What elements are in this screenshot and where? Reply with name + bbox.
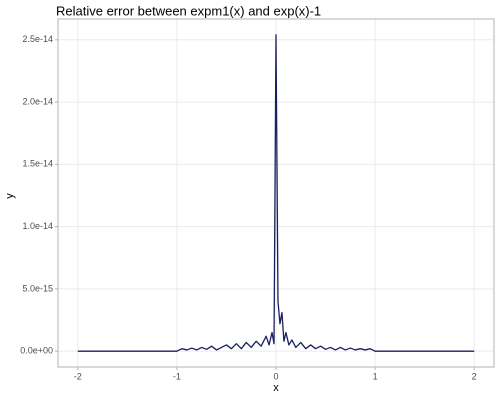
y-tick-label: 5.0e-15 <box>22 283 53 293</box>
y-tick-label: 2.5e-14 <box>22 34 53 44</box>
x-tick-label: 0 <box>273 371 278 381</box>
chart-title: Relative error between expm1(x) and exp(… <box>56 3 321 18</box>
x-tick-label: 1 <box>373 371 378 381</box>
x-tick-label: 2 <box>472 371 477 381</box>
y-tick-label: 1.0e-14 <box>22 221 53 231</box>
panel-border <box>57 18 495 368</box>
y-axis-title: y <box>4 193 16 199</box>
grid: 0.0e+00 5.0e-15 1.0e-14 1.5e-14 2.0e-14 2.5e-… <box>20 18 495 381</box>
y-tick-label: 0.0e+00 <box>20 346 53 356</box>
y-tick-label: 1.5e-14 <box>22 159 53 169</box>
plot-area <box>77 34 475 352</box>
x-axis-title: x <box>273 382 279 394</box>
y-tick-label: 2.0e-14 <box>22 96 53 106</box>
x-tick-label: -1 <box>173 371 181 381</box>
x-tick-label: -2 <box>74 371 82 381</box>
line-series <box>77 34 475 352</box>
